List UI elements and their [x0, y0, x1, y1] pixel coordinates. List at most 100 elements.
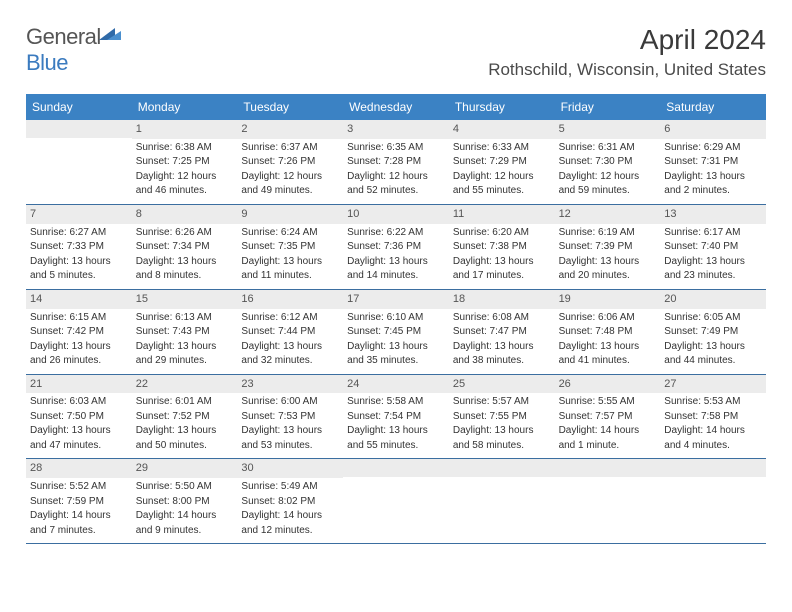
- cell-dl2: and 58 minutes.: [453, 439, 551, 453]
- calendar-cell: 29Sunrise: 5:50 AMSunset: 8:00 PMDayligh…: [132, 459, 238, 544]
- cell-ss: Sunset: 7:44 PM: [241, 325, 339, 339]
- cell-sr: Sunrise: 5:53 AM: [664, 395, 762, 409]
- logo-word2: Blue: [26, 50, 68, 75]
- day-number-row: 8: [132, 205, 238, 224]
- calendar-cell: 8Sunrise: 6:26 AMSunset: 7:34 PMDaylight…: [132, 205, 238, 290]
- cell-sr: Sunrise: 6:33 AM: [453, 141, 551, 155]
- cell-ss: Sunset: 7:42 PM: [30, 325, 128, 339]
- cell-sr: Sunrise: 6:06 AM: [559, 311, 657, 325]
- day-number-row: [555, 459, 661, 477]
- day-number-row: 10: [343, 205, 449, 224]
- calendar-cell: 12Sunrise: 6:19 AMSunset: 7:39 PMDayligh…: [555, 205, 661, 290]
- day-header-sun: Sunday: [26, 94, 132, 120]
- cell-ss: Sunset: 8:02 PM: [241, 495, 339, 509]
- cell-ss: Sunset: 7:57 PM: [559, 410, 657, 424]
- day-header-sat: Saturday: [660, 94, 766, 120]
- cell-dl2: and 29 minutes.: [136, 354, 234, 368]
- cell-ss: Sunset: 7:26 PM: [241, 155, 339, 169]
- cell-ss: Sunset: 7:49 PM: [664, 325, 762, 339]
- cell-dl2: and 53 minutes.: [241, 439, 339, 453]
- cell-ss: Sunset: 7:43 PM: [136, 325, 234, 339]
- calendar-body: 1Sunrise: 6:38 AMSunset: 7:25 PMDaylight…: [26, 120, 766, 544]
- cell-dl1: Daylight: 12 hours: [453, 170, 551, 184]
- calendar-cell: 24Sunrise: 5:58 AMSunset: 7:54 PMDayligh…: [343, 375, 449, 460]
- cell-dl1: Daylight: 14 hours: [136, 509, 234, 523]
- cell-sr: Sunrise: 6:20 AM: [453, 226, 551, 240]
- cell-ss: Sunset: 7:55 PM: [453, 410, 551, 424]
- day-number: 28: [30, 462, 42, 474]
- calendar-cell: 20Sunrise: 6:05 AMSunset: 7:49 PMDayligh…: [660, 290, 766, 375]
- day-number-row: [26, 120, 132, 138]
- day-number-row: 30: [237, 459, 343, 478]
- cell-dl2: and 32 minutes.: [241, 354, 339, 368]
- cell-sr: Sunrise: 6:22 AM: [347, 226, 445, 240]
- day-header-wed: Wednesday: [343, 94, 449, 120]
- cell-dl1: Daylight: 14 hours: [30, 509, 128, 523]
- cell-sr: Sunrise: 6:29 AM: [664, 141, 762, 155]
- cell-dl2: and 38 minutes.: [453, 354, 551, 368]
- cell-dl1: Daylight: 13 hours: [559, 255, 657, 269]
- cell-ss: Sunset: 7:38 PM: [453, 240, 551, 254]
- day-number: 21: [30, 378, 42, 390]
- calendar-cell: 30Sunrise: 5:49 AMSunset: 8:02 PMDayligh…: [237, 459, 343, 544]
- day-number-row: 2: [237, 120, 343, 139]
- calendar-cell: 3Sunrise: 6:35 AMSunset: 7:28 PMDaylight…: [343, 120, 449, 205]
- day-number-row: 16: [237, 290, 343, 309]
- cell-ss: Sunset: 7:31 PM: [664, 155, 762, 169]
- day-number: 26: [559, 378, 571, 390]
- cell-sr: Sunrise: 5:50 AM: [136, 480, 234, 494]
- calendar-cell: [343, 459, 449, 544]
- cell-ss: Sunset: 7:36 PM: [347, 240, 445, 254]
- cell-dl2: and 52 minutes.: [347, 184, 445, 198]
- day-number: 24: [347, 378, 359, 390]
- day-number-row: [343, 459, 449, 477]
- cell-sr: Sunrise: 6:38 AM: [136, 141, 234, 155]
- cell-dl2: and 23 minutes.: [664, 269, 762, 283]
- calendar-cell: 11Sunrise: 6:20 AMSunset: 7:38 PMDayligh…: [449, 205, 555, 290]
- cell-dl2: and 26 minutes.: [30, 354, 128, 368]
- calendar-cell: 25Sunrise: 5:57 AMSunset: 7:55 PMDayligh…: [449, 375, 555, 460]
- cell-dl2: and 46 minutes.: [136, 184, 234, 198]
- calendar-header-row: Sunday Monday Tuesday Wednesday Thursday…: [26, 94, 766, 120]
- day-number-row: 19: [555, 290, 661, 309]
- cell-ss: Sunset: 7:28 PM: [347, 155, 445, 169]
- month-title: April 2024: [488, 24, 766, 56]
- cell-sr: Sunrise: 6:24 AM: [241, 226, 339, 240]
- cell-dl1: Daylight: 14 hours: [664, 424, 762, 438]
- calendar-cell: 18Sunrise: 6:08 AMSunset: 7:47 PMDayligh…: [449, 290, 555, 375]
- cell-sr: Sunrise: 6:13 AM: [136, 311, 234, 325]
- calendar-cell: 16Sunrise: 6:12 AMSunset: 7:44 PMDayligh…: [237, 290, 343, 375]
- day-number: 27: [664, 378, 676, 390]
- day-number: 30: [241, 462, 253, 474]
- day-number-row: 28: [26, 459, 132, 478]
- cell-dl1: Daylight: 13 hours: [347, 340, 445, 354]
- location: Rothschild, Wisconsin, United States: [488, 60, 766, 80]
- day-number: 29: [136, 462, 148, 474]
- day-number-row: [449, 459, 555, 477]
- calendar-cell: 5Sunrise: 6:31 AMSunset: 7:30 PMDaylight…: [555, 120, 661, 205]
- calendar-cell: 10Sunrise: 6:22 AMSunset: 7:36 PMDayligh…: [343, 205, 449, 290]
- cell-ss: Sunset: 7:34 PM: [136, 240, 234, 254]
- cell-sr: Sunrise: 6:08 AM: [453, 311, 551, 325]
- cell-dl2: and 9 minutes.: [136, 524, 234, 538]
- cell-dl1: Daylight: 12 hours: [559, 170, 657, 184]
- calendar-cell: 19Sunrise: 6:06 AMSunset: 7:48 PMDayligh…: [555, 290, 661, 375]
- cell-dl2: and 49 minutes.: [241, 184, 339, 198]
- cell-sr: Sunrise: 6:01 AM: [136, 395, 234, 409]
- cell-dl2: and 2 minutes.: [664, 184, 762, 198]
- cell-dl1: Daylight: 13 hours: [136, 255, 234, 269]
- day-number-row: 1: [132, 120, 238, 139]
- day-number: 2: [241, 123, 247, 135]
- cell-ss: Sunset: 7:30 PM: [559, 155, 657, 169]
- cell-sr: Sunrise: 6:37 AM: [241, 141, 339, 155]
- day-number: 7: [30, 208, 36, 220]
- calendar-cell: 17Sunrise: 6:10 AMSunset: 7:45 PMDayligh…: [343, 290, 449, 375]
- cell-dl1: Daylight: 13 hours: [30, 424, 128, 438]
- calendar-cell: 22Sunrise: 6:01 AMSunset: 7:52 PMDayligh…: [132, 375, 238, 460]
- day-number-row: 5: [555, 120, 661, 139]
- day-number: 4: [453, 123, 459, 135]
- calendar-cell: 13Sunrise: 6:17 AMSunset: 7:40 PMDayligh…: [660, 205, 766, 290]
- calendar-page: GeneralBlue April 2024 Rothschild, Wisco…: [0, 0, 792, 568]
- day-number: 22: [136, 378, 148, 390]
- cell-sr: Sunrise: 5:55 AM: [559, 395, 657, 409]
